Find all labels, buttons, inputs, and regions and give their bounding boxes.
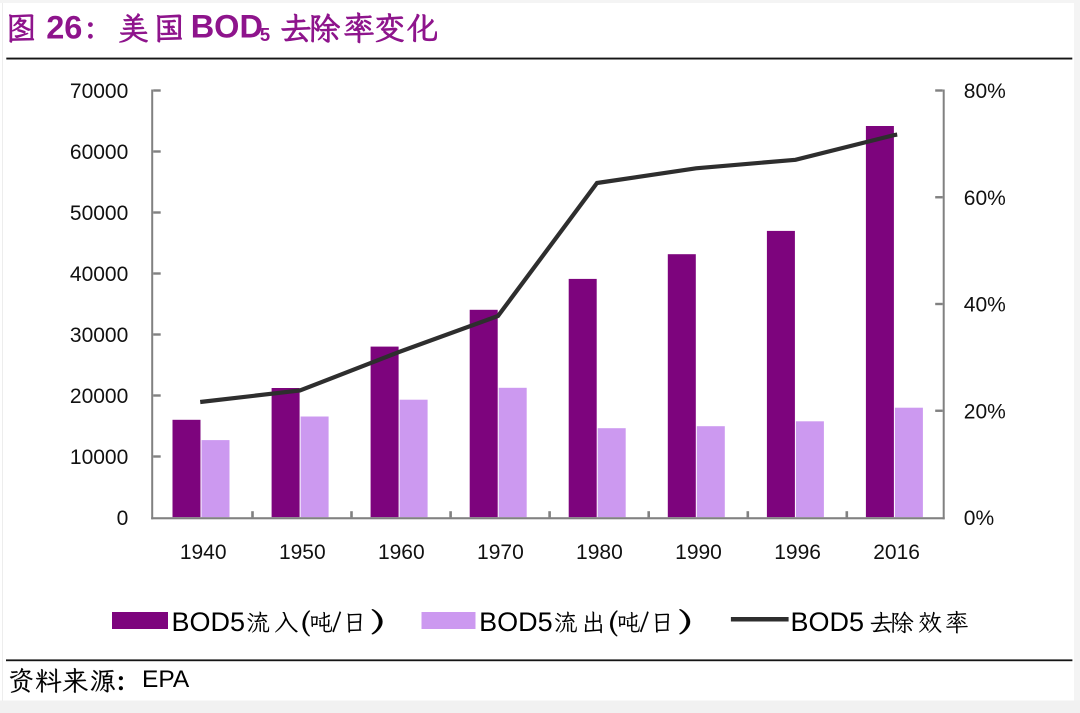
- svg-text:10000: 10000: [70, 446, 128, 469]
- svg-text:0: 0: [117, 507, 129, 530]
- svg-text:5: 5: [260, 24, 270, 45]
- svg-text:40%: 40%: [964, 294, 1006, 317]
- svg-text:1960: 1960: [378, 541, 425, 564]
- svg-text:2016: 2016: [873, 541, 920, 564]
- svg-text:50000: 50000: [70, 202, 128, 225]
- svg-text:20%: 20%: [964, 400, 1006, 423]
- svg-text:BOD5: BOD5: [791, 607, 865, 637]
- svg-text:70000: 70000: [70, 80, 128, 103]
- svg-text:26: 26: [46, 9, 82, 45]
- svg-text:30000: 30000: [70, 324, 128, 347]
- svg-text:1940: 1940: [180, 541, 227, 564]
- svg-text:60000: 60000: [70, 141, 128, 164]
- svg-text:1996: 1996: [774, 541, 821, 564]
- svg-text:80%: 80%: [964, 80, 1006, 103]
- svg-text:1970: 1970: [477, 541, 524, 564]
- svg-text:0%: 0%: [964, 507, 994, 530]
- svg-text:BOD: BOD: [191, 8, 263, 44]
- svg-text:1990: 1990: [675, 541, 722, 564]
- svg-text:1950: 1950: [279, 541, 326, 564]
- svg-text:60%: 60%: [964, 187, 1006, 210]
- svg-text:BOD5: BOD5: [479, 607, 553, 637]
- svg-text:BOD5: BOD5: [172, 607, 246, 637]
- svg-text:EPA: EPA: [142, 666, 190, 693]
- svg-text:20000: 20000: [70, 385, 128, 408]
- svg-text:1980: 1980: [576, 541, 623, 564]
- svg-text:40000: 40000: [70, 263, 128, 286]
